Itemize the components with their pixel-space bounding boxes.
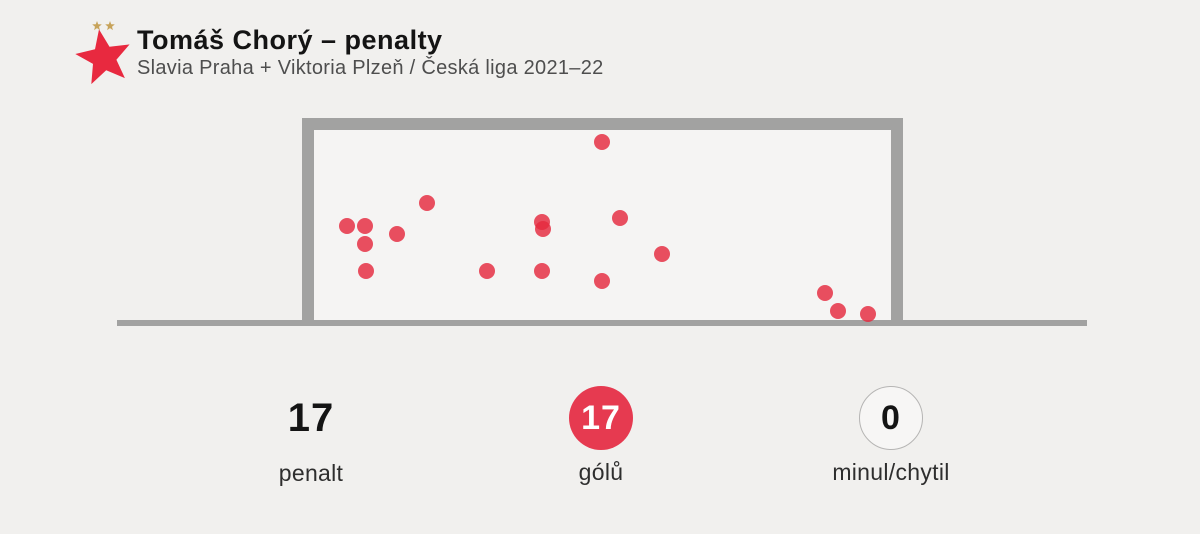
stat-penalties: 17 penalt [201,385,421,487]
stat-missed: 0 minul/chytil [781,385,1001,486]
goal-crossbar [302,118,903,130]
penalties-label: penalt [278,460,344,486]
page-title: Tomáš Chorý – penalty [137,25,443,55]
penalties-count: 17 [287,396,335,440]
penalty-shot-dot [594,134,610,150]
gold-star-icon [92,21,102,31]
penalty-shot-dot [389,226,405,242]
missed-count-badge: 0 [859,386,923,450]
penalty-shot-dot [594,273,610,289]
page-subtitle: Slavia Praha + Viktoria Plzeň / Česká li… [137,57,604,79]
penalty-shot-dot [357,218,373,234]
penalty-shot-dot [817,285,833,301]
penalty-shot-dot [535,221,551,237]
red-star-icon [75,29,130,85]
goal-inner-area [314,130,891,320]
penalty-shot-dot [860,306,876,322]
penalty-shot-dot [339,218,355,234]
penalty-shot-dot [357,236,373,252]
penalty-shot-dot [419,195,435,211]
ground-line [117,320,1087,326]
gold-star-icon [105,21,115,31]
stat-goals: 17 gólů [491,385,711,486]
goals-label: gólů [578,459,624,485]
penalty-shot-dot [358,263,374,279]
goal-post-left [302,118,314,326]
penalty-shot-dot [612,210,628,226]
slavia-star-logo [75,21,130,85]
penalty-shot-dot [830,303,846,319]
missed-label: minul/chytil [832,459,950,485]
penalty-shot-dot [654,246,670,262]
goals-count-badge: 17 [569,386,633,450]
goal-post-right [891,118,903,326]
penalty-shot-dot [479,263,495,279]
penalty-shot-dot [534,263,550,279]
